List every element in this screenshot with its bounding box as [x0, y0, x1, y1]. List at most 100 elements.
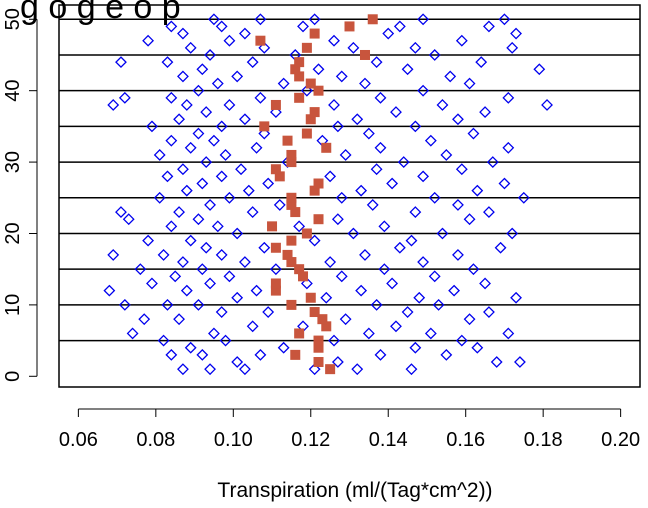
mean-point — [286, 149, 297, 160]
data-point — [122, 213, 135, 226]
data-point — [510, 291, 522, 304]
data-point — [467, 263, 480, 276]
data-point — [269, 263, 282, 276]
data-point — [196, 348, 209, 361]
data-point — [115, 56, 127, 69]
data-point — [331, 120, 344, 133]
data-point — [335, 270, 348, 283]
data-point — [374, 348, 387, 361]
mean-point — [313, 342, 324, 353]
mean-point — [305, 292, 316, 303]
mean-point — [294, 264, 305, 275]
x-axis-label: Transpiration (ml/(Tag*cm^2)) — [217, 479, 492, 502]
mean-point — [274, 171, 285, 182]
data-point — [444, 70, 457, 83]
data-point — [215, 306, 228, 318]
data-point — [463, 77, 476, 90]
y-tick-label: 20 — [2, 222, 24, 244]
x-axis: 0.06 0.08 0.10 0.12 0.14 0.16 0.18 0.20 — [59, 408, 640, 451]
data-point — [134, 263, 147, 276]
x-tick-label: 0.20 — [601, 429, 640, 451]
data-point — [219, 149, 232, 161]
data-point — [169, 270, 182, 283]
mean-point — [305, 78, 316, 89]
data-point — [161, 170, 174, 183]
data-point — [390, 320, 402, 333]
data-point — [417, 256, 430, 268]
data-point — [107, 99, 120, 111]
data-point — [200, 106, 213, 119]
mean-point — [309, 185, 320, 196]
data-point — [165, 91, 178, 104]
data-point — [118, 91, 131, 104]
data-point — [231, 291, 244, 304]
data-point — [409, 206, 422, 218]
data-point — [494, 241, 507, 254]
data-point — [483, 206, 495, 218]
mean-point — [298, 271, 309, 282]
data-point — [324, 256, 337, 268]
y-tick-label: 30 — [2, 151, 24, 173]
data-point — [483, 306, 495, 318]
mean-point — [286, 235, 297, 246]
mean-point — [313, 178, 324, 189]
data-point — [483, 20, 495, 33]
data-point — [455, 163, 468, 176]
y-axis: 0 10 20 30 40 50 — [2, 8, 38, 382]
data-point — [370, 298, 383, 311]
data-point — [417, 84, 430, 97]
mean-point — [294, 71, 305, 82]
data-point — [355, 184, 368, 197]
data-point — [223, 99, 236, 111]
data-point — [359, 248, 371, 261]
data-point — [374, 91, 387, 104]
data-point — [386, 277, 399, 290]
x-tick-label: 0.08 — [136, 429, 175, 451]
data-point — [262, 177, 275, 190]
data-point — [192, 84, 205, 97]
data-point — [409, 341, 422, 354]
data-point — [215, 120, 228, 133]
data-point — [231, 70, 244, 83]
data-point — [479, 106, 491, 119]
data-point — [177, 163, 189, 176]
data-point — [208, 134, 220, 147]
data-point — [436, 227, 449, 240]
data-point — [177, 256, 189, 268]
x-tick-label: 0.06 — [59, 429, 98, 451]
data-point — [452, 113, 464, 126]
data-point — [300, 84, 313, 97]
data-point — [486, 156, 499, 169]
data-point — [126, 327, 139, 340]
data-point — [196, 63, 209, 76]
data-point — [455, 34, 468, 47]
y-tick-label: 0 — [2, 371, 24, 382]
data-point — [115, 206, 127, 218]
data-point — [215, 248, 228, 261]
data-point — [184, 234, 197, 247]
data-point — [409, 41, 422, 54]
data-point — [277, 77, 290, 90]
data-point — [177, 363, 189, 376]
data-point — [223, 191, 236, 204]
data-point — [401, 306, 414, 318]
data-point — [153, 191, 166, 204]
data-point — [541, 99, 553, 111]
data-point — [165, 134, 178, 147]
data-point — [215, 170, 228, 183]
data-point — [157, 248, 170, 261]
data-point — [196, 263, 209, 276]
data-point — [328, 99, 340, 111]
data-point — [173, 113, 185, 126]
data-point — [239, 256, 251, 268]
data-point — [223, 270, 236, 283]
x-tick-label: 0.16 — [446, 429, 485, 451]
data-point — [347, 41, 360, 54]
data-point — [467, 127, 480, 140]
data-point — [417, 13, 430, 26]
data-point — [475, 56, 488, 69]
data-point — [177, 70, 189, 83]
data-point — [184, 341, 197, 354]
data-point — [393, 241, 406, 254]
